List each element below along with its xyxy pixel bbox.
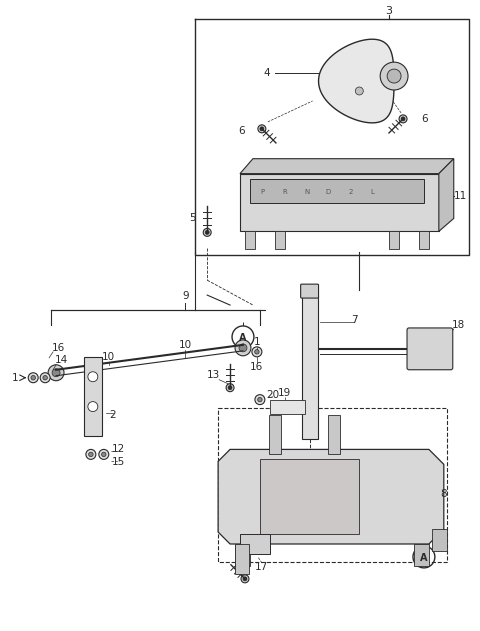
FancyBboxPatch shape	[250, 179, 424, 203]
Circle shape	[86, 449, 96, 459]
Text: 17: 17	[255, 562, 268, 572]
FancyBboxPatch shape	[389, 232, 399, 249]
Text: 4: 4	[264, 68, 270, 78]
Text: A: A	[239, 333, 247, 343]
Circle shape	[355, 87, 363, 95]
FancyBboxPatch shape	[300, 284, 319, 298]
FancyBboxPatch shape	[245, 232, 255, 249]
Circle shape	[241, 575, 249, 583]
Circle shape	[89, 452, 93, 457]
Text: 2: 2	[348, 189, 352, 194]
Circle shape	[52, 369, 60, 377]
Text: D: D	[326, 189, 331, 194]
Circle shape	[228, 386, 232, 390]
Circle shape	[260, 127, 264, 131]
Text: 3: 3	[385, 6, 393, 16]
Circle shape	[99, 449, 109, 459]
Text: 10: 10	[102, 352, 115, 362]
Polygon shape	[240, 158, 454, 174]
Circle shape	[258, 398, 262, 402]
Text: 12: 12	[112, 444, 125, 454]
Circle shape	[243, 577, 247, 581]
Text: 20: 20	[266, 390, 279, 399]
Text: 5: 5	[189, 213, 195, 223]
Circle shape	[88, 372, 98, 382]
Circle shape	[252, 347, 262, 357]
FancyBboxPatch shape	[260, 459, 360, 534]
Circle shape	[48, 365, 64, 380]
Text: 6: 6	[239, 126, 245, 136]
Text: N: N	[304, 189, 309, 194]
Text: R: R	[282, 189, 287, 194]
Text: 14: 14	[54, 355, 68, 365]
Text: 2: 2	[109, 410, 116, 420]
Circle shape	[380, 62, 408, 90]
Polygon shape	[439, 158, 454, 232]
Text: 7: 7	[351, 315, 358, 325]
Polygon shape	[240, 174, 439, 232]
FancyBboxPatch shape	[235, 544, 250, 566]
FancyBboxPatch shape	[84, 357, 102, 437]
Text: 1: 1	[12, 373, 19, 383]
Text: 16: 16	[250, 362, 264, 372]
FancyBboxPatch shape	[432, 529, 447, 551]
Circle shape	[88, 401, 98, 411]
Text: 16: 16	[51, 343, 65, 353]
Text: A: A	[420, 553, 428, 563]
Circle shape	[203, 228, 211, 237]
Circle shape	[43, 375, 48, 380]
Circle shape	[387, 69, 401, 83]
FancyBboxPatch shape	[414, 544, 429, 566]
Text: 19: 19	[278, 387, 291, 398]
FancyBboxPatch shape	[301, 295, 318, 439]
Circle shape	[258, 125, 266, 133]
Text: P: P	[261, 189, 265, 194]
Circle shape	[255, 350, 259, 354]
Circle shape	[255, 394, 265, 404]
Circle shape	[31, 375, 36, 380]
Circle shape	[226, 384, 234, 392]
FancyBboxPatch shape	[269, 415, 281, 454]
FancyBboxPatch shape	[270, 399, 305, 413]
Circle shape	[399, 115, 407, 123]
Circle shape	[28, 373, 38, 383]
Text: L: L	[370, 189, 374, 194]
Text: 10: 10	[179, 340, 192, 350]
Text: 8: 8	[441, 489, 447, 499]
Circle shape	[239, 344, 247, 352]
Text: 6: 6	[421, 114, 428, 124]
FancyBboxPatch shape	[407, 328, 453, 370]
Polygon shape	[319, 39, 394, 123]
Text: 13: 13	[206, 370, 220, 380]
Text: 1: 1	[253, 337, 260, 347]
FancyBboxPatch shape	[275, 232, 285, 249]
Circle shape	[40, 373, 50, 383]
FancyBboxPatch shape	[235, 544, 249, 574]
FancyBboxPatch shape	[240, 534, 270, 554]
Text: 18: 18	[452, 320, 465, 330]
Text: 11: 11	[454, 191, 468, 201]
Circle shape	[205, 230, 209, 234]
Circle shape	[102, 452, 106, 457]
Circle shape	[235, 340, 251, 356]
FancyBboxPatch shape	[328, 415, 340, 454]
Text: 15: 15	[112, 457, 125, 468]
Circle shape	[401, 117, 405, 121]
FancyBboxPatch shape	[419, 232, 429, 249]
Polygon shape	[218, 449, 444, 544]
Text: 9: 9	[182, 291, 189, 301]
